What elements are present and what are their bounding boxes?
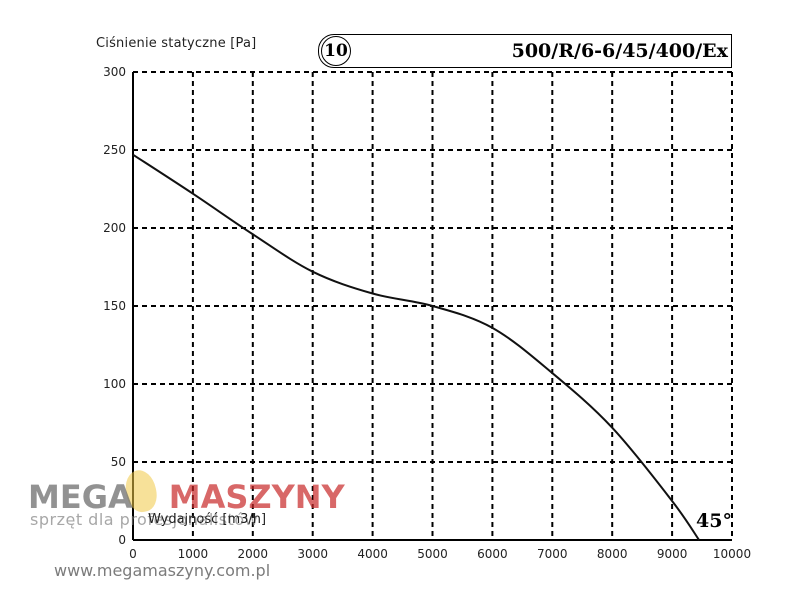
watermark-tagline: sprzęt dla profesjonalistów [30,510,259,529]
x-tick-label: 1000 [178,547,209,561]
watermark-url: www.megamaszyny.com.pl [54,561,271,580]
y-tick-label: 100 [103,377,126,391]
performance-curve [132,153,700,541]
x-tick-labels: 0 1000 2000 3000 4000 5000 6000 7000 8000 9000 100… [129,547,751,561]
x-tick-label: 0 [129,547,137,561]
x-tick-label: 10000 [713,547,751,561]
watermark-brand-left: MEGA [28,478,133,516]
y-tick-label: 150 [103,299,126,313]
axes [132,72,732,541]
y-axis-label: Ciśnienie statyczne [Pa] [96,36,257,51]
x-tick-label: 3000 [297,547,328,561]
x-tick-label: 9000 [657,547,688,561]
y-tick-labels: 0 50 100 150 200 250 300 [103,65,126,547]
x-tick-label: 8000 [597,547,628,561]
x-tick-label: 4000 [357,547,388,561]
y-tick-label: 250 [103,143,126,157]
x-tick-label: 7000 [537,547,568,561]
watermark-logo: MEGA MASZYNY [28,478,345,516]
y-tick-label: 300 [103,65,126,79]
blade-angle-label: 45° [696,510,732,532]
watermark-brand-right: MASZYNY [168,478,345,516]
grid-lines [133,71,733,540]
x-axis-label: Wydajność [m3/h] [148,512,267,527]
curve-number-badge: 10 [321,36,351,66]
y-tick-label: 0 [118,533,126,547]
y-tick-label: 200 [103,221,126,235]
model-title-box [318,34,732,68]
x-tick-label: 2000 [238,547,269,561]
y-tick-label: 50 [111,455,126,469]
x-tick-label: 6000 [477,547,508,561]
x-tick-label: 5000 [417,547,448,561]
performance-curves [132,153,700,541]
model-title: 500/R/6-6/45/400/Ex [511,40,728,62]
